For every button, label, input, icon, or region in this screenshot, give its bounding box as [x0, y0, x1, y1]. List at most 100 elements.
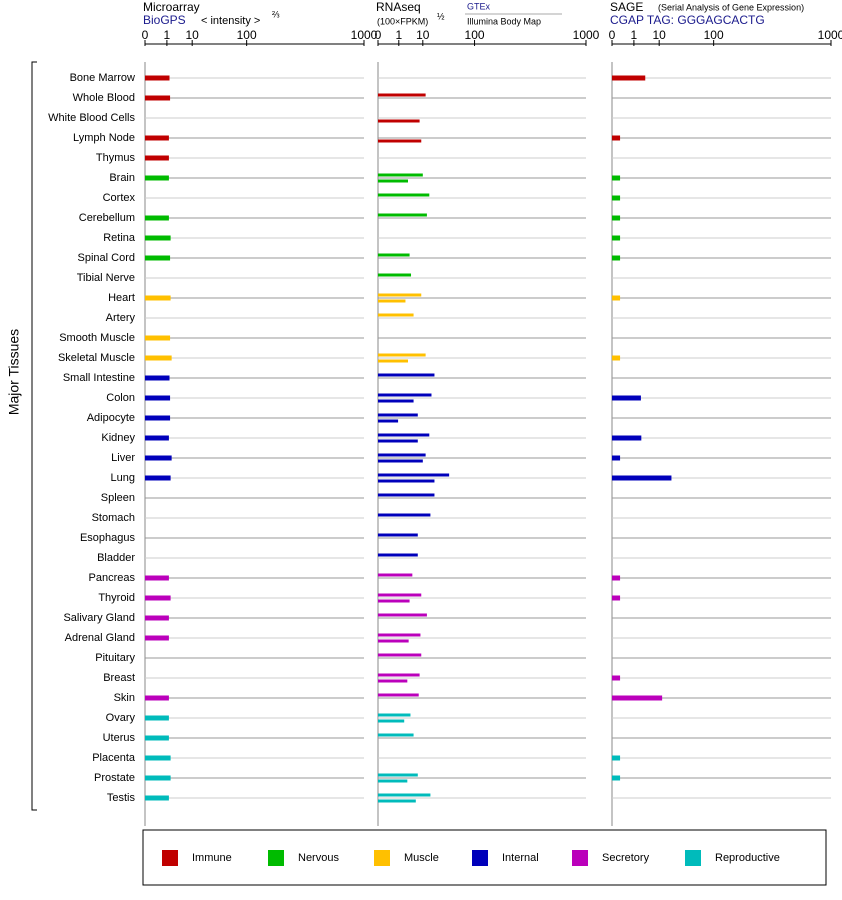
- bar: [378, 779, 408, 783]
- x-tick-label: 1: [631, 28, 638, 42]
- tissue-label: Lymph Node: [73, 132, 135, 144]
- bar: [378, 493, 435, 497]
- unit: < intensity >: [201, 15, 260, 27]
- bar: [378, 119, 420, 123]
- bar: [145, 375, 170, 381]
- source-name: Illumina Body Map: [467, 16, 541, 26]
- legend-swatch: [374, 850, 390, 866]
- bar: [612, 295, 621, 301]
- tissue-label: Brain: [109, 172, 135, 184]
- tissue-label: Prostate: [94, 772, 135, 784]
- panel-title: Microarray: [143, 0, 200, 14]
- bar: [378, 473, 450, 477]
- bar: [378, 299, 406, 303]
- tissue-label: Esophagus: [80, 532, 136, 544]
- bar: [145, 255, 171, 261]
- bar: [378, 733, 414, 737]
- bar: [612, 595, 621, 601]
- bar: [612, 575, 621, 581]
- bar: [378, 679, 408, 683]
- bar: [145, 295, 171, 301]
- bar: [378, 459, 423, 463]
- unit-power: ½: [437, 11, 445, 21]
- source-name: CGAP TAG: GGGAGCACTG: [610, 13, 765, 27]
- panel-subtitle: (Serial Analysis of Gene Expression): [658, 2, 804, 12]
- legend-swatch: [162, 850, 178, 866]
- bar: [145, 735, 169, 741]
- x-tick-label: 1000: [351, 28, 378, 42]
- bar: [378, 173, 423, 177]
- bar: [378, 213, 427, 217]
- legend-swatch: [685, 850, 701, 866]
- tissue-label: Spinal Cord: [78, 252, 135, 264]
- legend-box: [142, 829, 827, 886]
- bar: [378, 799, 416, 803]
- bar: [378, 479, 435, 483]
- bar: [145, 595, 171, 601]
- bar: [145, 175, 169, 181]
- bar: [612, 455, 621, 461]
- legend-label: Nervous: [298, 852, 339, 864]
- bar: [145, 215, 169, 221]
- bracket: [31, 61, 37, 811]
- legend-label: Immune: [192, 852, 232, 864]
- tissue-label: Adipocyte: [87, 412, 135, 424]
- tissue-label: Stomach: [92, 512, 135, 524]
- bar: [378, 359, 408, 363]
- bar: [145, 155, 169, 161]
- bar: [145, 475, 171, 481]
- x-tick-label: 10: [186, 28, 200, 42]
- source-name: GTEx: [467, 1, 491, 11]
- tissue-label: Salivary Gland: [63, 612, 135, 624]
- legend-swatch: [472, 850, 488, 866]
- x-tick-label: 0: [142, 28, 149, 42]
- bar: [145, 435, 169, 441]
- bar: [612, 175, 621, 181]
- bar: [378, 139, 422, 143]
- bar: [378, 273, 412, 277]
- tissue-label: Uterus: [103, 732, 136, 744]
- tissue-label: Lung: [111, 472, 135, 484]
- bar: [378, 793, 431, 797]
- tissue-label: Cerebellum: [79, 212, 135, 224]
- tissue-label: White Blood Cells: [48, 112, 135, 124]
- bar: [145, 755, 171, 761]
- bar: [145, 635, 169, 641]
- legend-label: Muscle: [404, 852, 439, 864]
- bar: [612, 675, 621, 681]
- bar: [612, 75, 646, 81]
- bar: [145, 695, 169, 701]
- bar: [145, 615, 169, 621]
- bar: [612, 755, 621, 761]
- tissue-label: Smooth Muscle: [59, 332, 135, 344]
- bar: [145, 135, 169, 141]
- bar: [378, 453, 426, 457]
- bar: [145, 235, 171, 241]
- tissue-label: Cortex: [103, 192, 136, 204]
- bar: [145, 715, 169, 721]
- bar: [378, 93, 426, 97]
- x-tick-label: 1000: [573, 28, 600, 42]
- bar: [378, 313, 414, 317]
- x-tick-label: 1: [164, 28, 171, 42]
- y-axis-label: Major Tissues: [6, 329, 22, 415]
- bar: [612, 355, 621, 361]
- x-tick-label: 0: [375, 28, 382, 42]
- bar: [378, 193, 430, 197]
- bar: [378, 773, 418, 777]
- x-tick-label: 100: [465, 28, 485, 42]
- tissue-label: Ovary: [106, 712, 136, 724]
- bar: [612, 775, 621, 781]
- panel-title: RNAseq: [376, 0, 421, 14]
- bar: [145, 95, 171, 101]
- bar: [378, 353, 426, 357]
- bar: [378, 633, 421, 637]
- bar: [612, 135, 621, 141]
- tissue-label: Pancreas: [89, 572, 136, 584]
- legend-label: Reproductive: [715, 852, 780, 864]
- x-tick-label: 100: [237, 28, 257, 42]
- x-tick-label: 100: [704, 28, 724, 42]
- tissue-label: Adrenal Gland: [65, 632, 135, 644]
- tissue-label: Tibial Nerve: [77, 272, 135, 284]
